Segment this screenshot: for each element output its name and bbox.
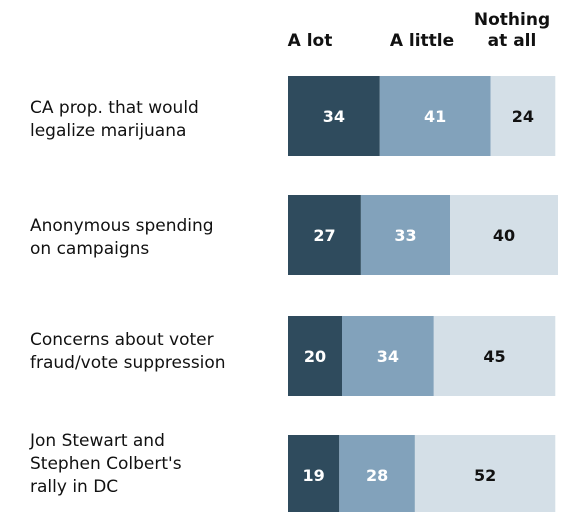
data-label-nothing-at-all-row-1: 24 [512, 107, 534, 126]
bar-segment-a-lot-row-4 [288, 435, 340, 512]
bar-segment-a-little-row-3 [342, 316, 434, 396]
bar-segment-a-little-row-4 [339, 435, 415, 512]
category-label-voter-fraud: Concerns about voter fraud/vote suppress… [30, 330, 226, 373]
data-label-a-lot-row-2: 27 [313, 226, 335, 245]
data-label-a-little-row-3: 34 [377, 347, 399, 366]
data-label-nothing-at-all-row-3: 45 [483, 347, 505, 366]
data-label-a-lot-row-3: 20 [304, 347, 326, 366]
data-label-a-lot-row-4: 19 [303, 466, 325, 485]
bar-segment-a-lot-row-3 [288, 316, 342, 396]
data-label-a-little-row-4: 28 [366, 466, 388, 485]
bar-segment-a-lot-row-1 [288, 76, 380, 156]
data-label-a-lot-row-1: 34 [323, 107, 345, 126]
category-label-anonymous-spending: Anonymous spending on campaigns [30, 216, 214, 259]
bar-segment-a-lot-row-2 [288, 195, 361, 275]
column-header-a-little: A little [389, 31, 455, 51]
data-label-nothing-at-all-row-2: 40 [493, 226, 515, 245]
column-header-nothing-at-all: Nothing at all [473, 10, 551, 51]
category-label-stewart-colbert-rally: Jon Stewart and Stephen Colbert's rally … [30, 431, 182, 497]
bar-segment-nothing-at-all-row-1 [490, 76, 556, 156]
bar-segment-nothing-at-all-row-2 [450, 195, 558, 275]
data-label-a-little-row-2: 33 [394, 226, 416, 245]
bar-segment-a-little-row-1 [379, 76, 491, 156]
data-label-nothing-at-all-row-4: 52 [474, 466, 496, 485]
column-header-a-lot: A lot [287, 31, 333, 51]
data-label-a-little-row-1: 41 [424, 107, 446, 126]
category-label-ca-prop: CA prop. that would legalize marijuana [30, 98, 199, 141]
bar-segment-nothing-at-all-row-4 [414, 435, 556, 512]
bar-segment-a-little-row-2 [360, 195, 450, 275]
bar-segment-nothing-at-all-row-3 [433, 316, 556, 396]
